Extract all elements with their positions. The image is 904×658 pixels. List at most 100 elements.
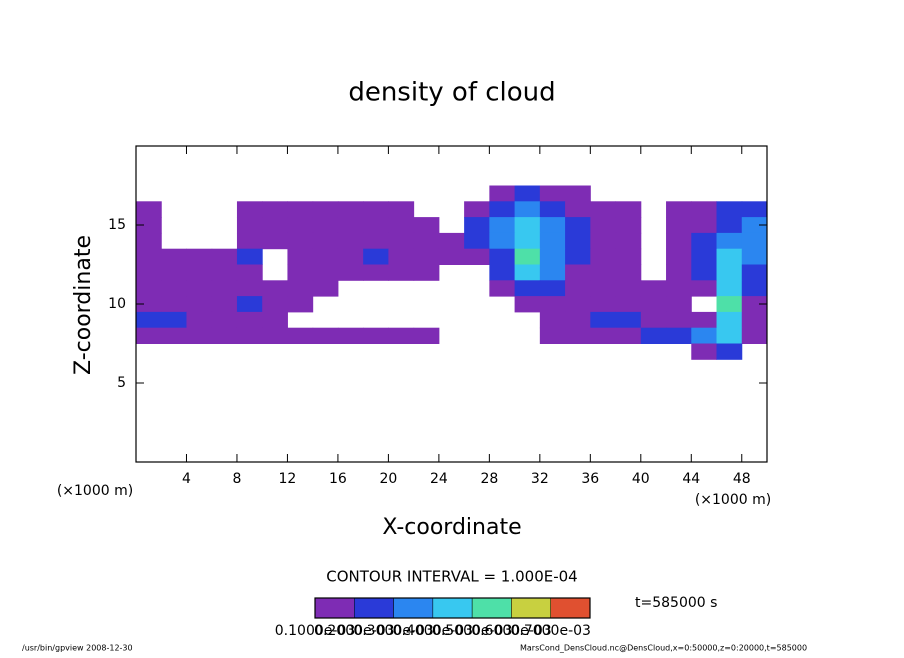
contour-cell bbox=[464, 201, 490, 218]
contour-cell bbox=[640, 280, 667, 297]
contour-cell bbox=[337, 327, 364, 344]
contour-cell bbox=[312, 201, 339, 218]
contour-cell bbox=[716, 232, 743, 250]
contour-cell bbox=[741, 232, 768, 250]
contour-cell bbox=[388, 327, 415, 344]
contour-cell bbox=[539, 280, 566, 297]
x-tick-label: 40 bbox=[632, 471, 650, 487]
contour-cell bbox=[691, 201, 718, 218]
contour-cell bbox=[363, 201, 389, 218]
footer-right: MarsCond_DensCloud.nc@DensCloud,x=0:5000… bbox=[520, 644, 807, 653]
contour-cell bbox=[666, 201, 692, 218]
contour-cell bbox=[337, 201, 364, 218]
contour-cell bbox=[539, 296, 566, 313]
contour-cell bbox=[666, 217, 692, 234]
contour-cell bbox=[691, 311, 718, 329]
contour-cell bbox=[716, 280, 743, 297]
contour-cell bbox=[691, 264, 718, 281]
contour-cell bbox=[337, 232, 364, 250]
contour-cell bbox=[236, 311, 263, 329]
contour-cell bbox=[565, 280, 591, 297]
y-tick-label: 15 bbox=[108, 217, 126, 233]
contour-cell bbox=[211, 248, 238, 265]
x-tick-label: 8 bbox=[232, 471, 241, 487]
contour-cell bbox=[539, 232, 566, 250]
colorbar-frame bbox=[314, 597, 591, 619]
contour-cell bbox=[186, 280, 213, 297]
contour-cell bbox=[514, 264, 541, 281]
contour-cell bbox=[464, 217, 490, 234]
contour-cell bbox=[287, 327, 314, 344]
contour-cell bbox=[565, 185, 591, 202]
contour-cell bbox=[539, 185, 566, 202]
contour-cell bbox=[615, 264, 642, 281]
contour-cell bbox=[565, 232, 591, 250]
contour-cell bbox=[413, 264, 440, 281]
contour-cell bbox=[666, 327, 692, 344]
contour-cell bbox=[716, 217, 743, 234]
contour-cell bbox=[565, 264, 591, 281]
contour-interval: CONTOUR INTERVAL = 1.000E-04 bbox=[326, 568, 577, 586]
contour-cell bbox=[136, 311, 162, 329]
contour-cell bbox=[489, 201, 516, 218]
contour-cell bbox=[287, 296, 314, 313]
contour-cell bbox=[565, 248, 591, 265]
contour-cell bbox=[489, 264, 516, 281]
x-tick-label: 32 bbox=[531, 471, 549, 487]
contour-cell bbox=[741, 248, 768, 265]
contour-cell bbox=[236, 296, 263, 313]
contour-cell bbox=[615, 280, 642, 297]
contour-cell bbox=[312, 232, 339, 250]
contour-cell bbox=[211, 280, 238, 297]
contour-cell bbox=[287, 217, 314, 234]
contour-cell bbox=[161, 248, 187, 265]
contour-cell bbox=[337, 264, 364, 281]
contour-cell bbox=[590, 248, 617, 265]
y-tick-label: 10 bbox=[108, 296, 126, 312]
x-tick-label: 48 bbox=[733, 471, 751, 487]
contour-cell bbox=[136, 264, 162, 281]
contour-cell bbox=[640, 311, 667, 329]
colorbar-label: 0.1000e-03 bbox=[275, 623, 355, 639]
contour-cell bbox=[262, 327, 288, 344]
contour-cell bbox=[565, 327, 591, 344]
contour-cell bbox=[136, 217, 162, 234]
contour-cell bbox=[741, 327, 768, 344]
contour-cell bbox=[514, 280, 541, 297]
contour-cell bbox=[186, 296, 213, 313]
contour-cell bbox=[590, 327, 617, 344]
contour-cell bbox=[539, 201, 566, 218]
contour-cell bbox=[590, 296, 617, 313]
x-tick-label: 4 bbox=[182, 471, 191, 487]
contour-cell bbox=[363, 327, 389, 344]
contour-cell bbox=[615, 201, 642, 218]
contour-cell bbox=[539, 327, 566, 344]
contour-cell bbox=[236, 248, 263, 265]
contour-cell bbox=[489, 217, 516, 234]
contour-cell bbox=[590, 232, 617, 250]
contour-cell bbox=[211, 264, 238, 281]
contour-cell bbox=[716, 327, 743, 344]
contour-cell bbox=[388, 248, 415, 265]
contour-cell bbox=[136, 327, 162, 344]
x-unit-label: (×1000 m) bbox=[695, 492, 771, 508]
contour-cell bbox=[186, 327, 213, 344]
x-tick-label: 20 bbox=[379, 471, 397, 487]
contour-cell bbox=[666, 296, 692, 313]
contour-cell bbox=[741, 264, 768, 281]
contour-cell bbox=[741, 217, 768, 234]
contour-cell bbox=[438, 248, 465, 265]
contour-cell bbox=[691, 232, 718, 250]
contour-cell bbox=[716, 296, 743, 313]
colorbar-label: 0.6000e-03 bbox=[471, 623, 551, 639]
colorbar-label: 0.2000e-03 bbox=[314, 623, 394, 639]
contour-cell bbox=[666, 232, 692, 250]
x-tick-label: 24 bbox=[430, 471, 448, 487]
contour-cell bbox=[287, 280, 314, 297]
contour-cell bbox=[565, 217, 591, 234]
contour-cell bbox=[741, 311, 768, 329]
contour-cell bbox=[236, 232, 263, 250]
contour-cell bbox=[539, 248, 566, 265]
